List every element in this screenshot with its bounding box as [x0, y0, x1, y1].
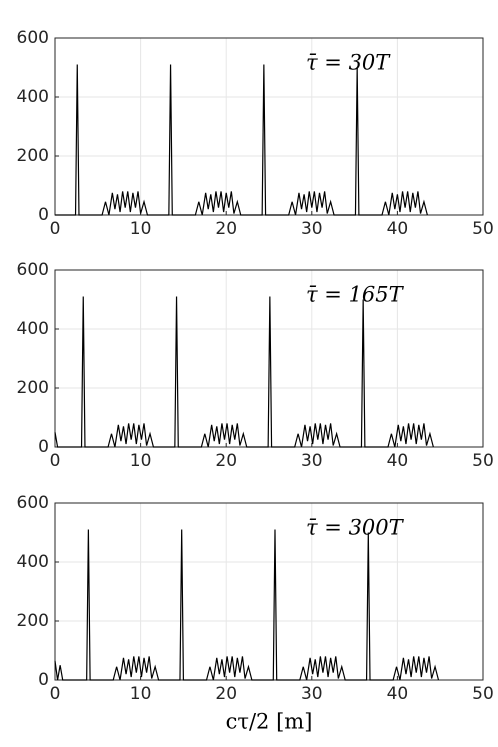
line [55, 64, 428, 216]
x-tick-label: 50 [472, 451, 494, 471]
y-tick-label: 400 [17, 552, 49, 572]
x-tick-label: 40 [387, 684, 409, 704]
x-tick-label: 50 [472, 219, 494, 239]
y-tick-label: 0 [38, 205, 49, 225]
x-tick-label: 10 [130, 684, 152, 704]
y-tick-label: 200 [17, 146, 49, 166]
annotation: τ̄ = 30T [306, 51, 391, 75]
x-tick-label: 30 [301, 684, 323, 704]
annotation: τ̄ = 165T [306, 283, 405, 307]
x-tick-label: 20 [215, 451, 237, 471]
y-tick-label: 600 [17, 493, 49, 513]
line [54, 529, 440, 681]
x-tick-label: 10 [130, 451, 152, 471]
y-tick-label: 0 [38, 437, 49, 457]
x-tick-label: 50 [472, 684, 494, 704]
x-tick-label: 0 [50, 219, 61, 239]
axes-box [54, 37, 484, 216]
y-tick-label: 0 [38, 670, 49, 690]
y-tick-label: 600 [17, 260, 49, 280]
x-tick-label: 30 [301, 451, 323, 471]
x-tick-label: 20 [215, 219, 237, 239]
x-tick-label: 30 [301, 219, 323, 239]
x-tick-label: 10 [130, 219, 152, 239]
x-tick-label: 40 [387, 451, 409, 471]
x-tick-label: 20 [215, 684, 237, 704]
annotation: τ̄ = 300T [306, 516, 405, 540]
y-tick-label: 200 [17, 611, 49, 631]
y-tick-label: 400 [17, 319, 49, 339]
axes-box [54, 269, 484, 448]
y-tick-label: 400 [17, 87, 49, 107]
axes-box [54, 502, 484, 681]
line [54, 296, 434, 448]
x-tick-label: 0 [50, 684, 61, 704]
x-tick-label: 40 [387, 219, 409, 239]
x-tick-label: 0 [50, 451, 61, 471]
x-axis-label: cτ/2 [m] [226, 710, 313, 734]
y-tick-label: 200 [17, 378, 49, 398]
y-tick-label: 600 [17, 28, 49, 48]
